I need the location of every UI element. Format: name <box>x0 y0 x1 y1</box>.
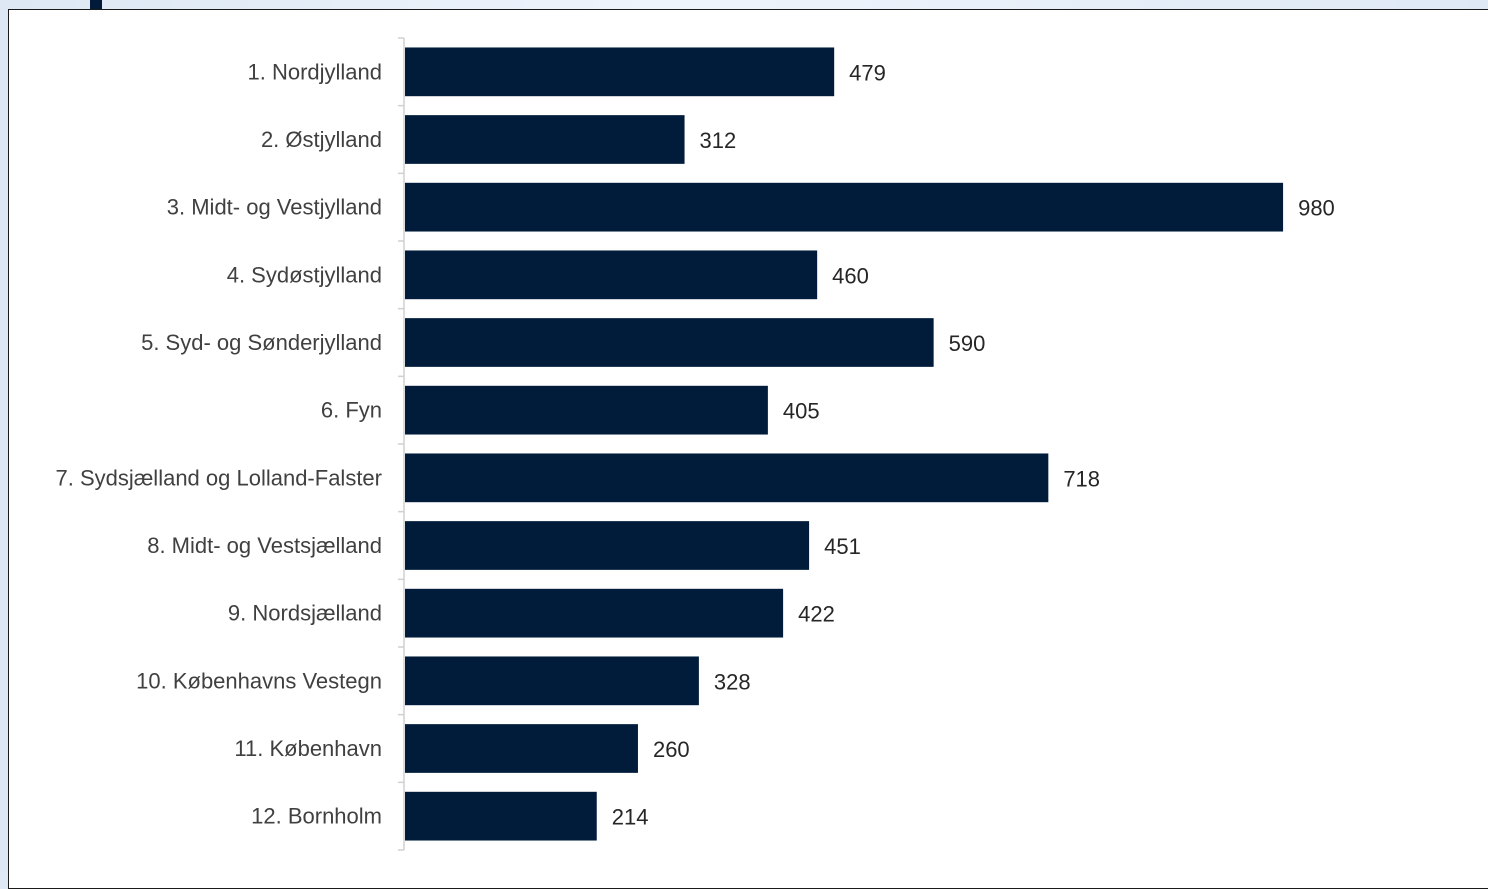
value-label: 479 <box>849 60 886 85</box>
bar <box>405 453 1049 503</box>
bar <box>405 656 699 706</box>
value-label: 214 <box>612 805 649 830</box>
bar <box>405 47 835 97</box>
category-label: 10. Københavns Vestegn <box>136 668 382 693</box>
category-label: 12. Bornholm <box>251 804 382 829</box>
value-label: 451 <box>824 534 861 559</box>
value-label: 312 <box>700 128 737 153</box>
category-label: 11. København <box>234 736 382 761</box>
category-label: 9. Nordsjælland <box>228 601 382 626</box>
category-label: 6. Fyn <box>321 398 382 423</box>
bar <box>405 182 1284 232</box>
bar <box>405 115 685 164</box>
value-label: 260 <box>653 737 690 762</box>
category-label: 8. Midt- og Vestsjælland <box>147 533 382 558</box>
chart-panel <box>8 9 1488 889</box>
bar <box>405 521 810 570</box>
bar <box>405 318 934 367</box>
category-labels: 1. Nordjylland 2. Østjylland 3. Midt- og V… <box>55 59 382 828</box>
bar <box>405 385 768 435</box>
value-label: 422 <box>798 602 835 627</box>
value-label: 405 <box>783 399 820 424</box>
bar <box>405 250 818 300</box>
value-label: 718 <box>1063 466 1100 491</box>
value-label: 980 <box>1298 196 1335 221</box>
category-label: 5. Syd- og Sønderjylland <box>141 330 382 355</box>
value-labels: 479 312 980 460 590 405 718 451 422 328 260 214 <box>612 60 1335 829</box>
axis-group <box>398 37 405 851</box>
bar <box>405 724 638 773</box>
category-label: 2. Østjylland <box>261 127 382 152</box>
bars-group <box>405 47 1284 841</box>
value-label: 460 <box>832 263 869 288</box>
value-label: 590 <box>949 331 986 356</box>
category-label: 3. Midt- og Vestjylland <box>167 195 382 220</box>
category-label: 7. Sydsjælland og Lolland-Falster <box>55 465 382 490</box>
value-label: 328 <box>714 669 751 694</box>
bar <box>405 588 784 638</box>
bar <box>405 791 597 841</box>
category-label: 1. Nordjylland <box>247 59 382 84</box>
category-label: 4. Sydøstjylland <box>227 262 382 287</box>
